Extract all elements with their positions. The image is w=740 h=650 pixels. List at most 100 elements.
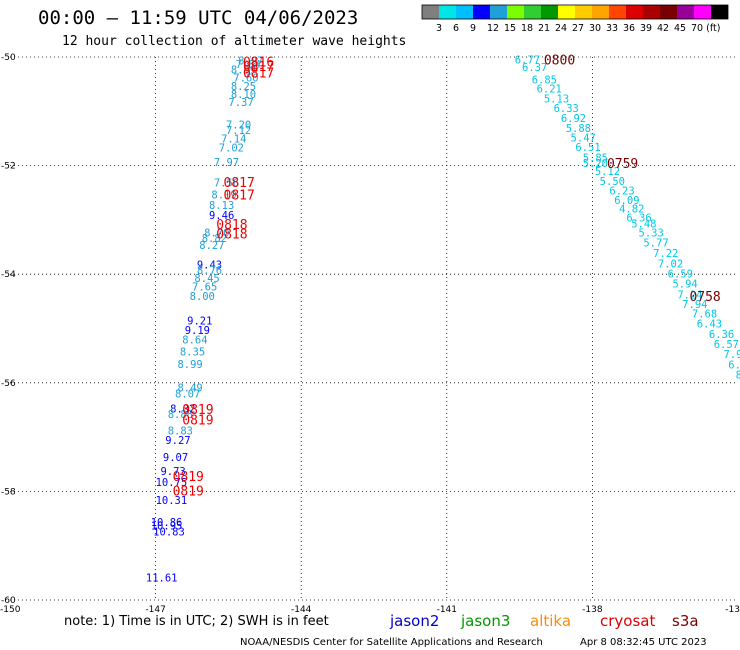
- swh-values: 8.977.848.397.608.258.107.37 7.207.127.14…: [146, 55, 740, 585]
- colorbar-swatch: [558, 5, 575, 19]
- colorbar-label: 12: [487, 23, 499, 34]
- y-tick-label: -52: [1, 162, 16, 172]
- swh-value: 8.76: [197, 265, 222, 277]
- time-label: 0759: [607, 157, 638, 172]
- swh-value: 10.83: [153, 527, 185, 539]
- swh-value: 6.92: [561, 113, 586, 125]
- swh-value: 10.31: [156, 495, 188, 507]
- x-tick-label: -141: [437, 605, 457, 615]
- colorbar-swatch: [626, 5, 643, 19]
- swh-value: 5.77: [643, 238, 668, 250]
- swh-value: 9.19: [185, 325, 210, 337]
- x-tick-label: -138: [582, 605, 603, 615]
- swh-value: 6.36: [626, 213, 651, 225]
- swh-value: 5.48: [631, 219, 656, 231]
- x-tick-label: -150: [0, 605, 21, 615]
- colorbar-swatch: [677, 5, 694, 19]
- plot-area: -50 -52 -54 -56 -58 -60-150 -147 -144 -141 -138 -1…: [0, 53, 740, 615]
- x-tick-label: -147: [145, 605, 165, 615]
- time-label: 0816: [243, 55, 274, 70]
- swh-value: 10.86: [151, 517, 183, 529]
- swh-value: 6.59: [668, 269, 693, 281]
- colorbar-swatch: [473, 5, 490, 19]
- swh-value: 7.97: [214, 157, 239, 169]
- swh-value: 6.51: [575, 142, 600, 154]
- swh-value: 8.19: [211, 189, 236, 201]
- swh-value: 7.68: [692, 308, 717, 320]
- colorbar-swatch: [439, 5, 456, 19]
- colorbar-label: 27: [572, 23, 584, 34]
- colorbar-swatch: [592, 5, 609, 19]
- colorbar-swatch: [422, 5, 439, 19]
- y-tick-label: -50: [1, 53, 16, 63]
- colorbar-label: 9: [470, 23, 476, 34]
- swh-value: 5.20: [583, 158, 608, 170]
- swh-value: 9.73: [160, 466, 185, 478]
- swh-value: 9.43: [197, 259, 222, 271]
- plot-frame: [10, 57, 738, 600]
- swh-value: 6.57: [714, 339, 739, 351]
- swh-value: 7.60: [233, 73, 258, 85]
- swh-value: 8.40: [736, 370, 740, 382]
- map-subtitle: 12 hour collection of altimeter wave hei…: [62, 34, 406, 49]
- swh-value: 8.32: [170, 403, 195, 415]
- colorbar-swatch: [507, 5, 524, 19]
- swh-value: 8.88: [168, 409, 193, 421]
- legend-cryosat: cryosat: [600, 612, 655, 630]
- map-title: 00:00 – 11:59 UTC 04/06/2023: [38, 7, 358, 29]
- grid-lines: [10, 56, 738, 601]
- swh-value: 10.75: [156, 477, 188, 489]
- swh-value: 7.94: [682, 299, 707, 311]
- satellite-legend: jason2 jason3 altika cryosat s3a: [389, 612, 699, 630]
- swh-value: 8.49: [177, 383, 202, 395]
- swh-value: 5.12: [595, 166, 620, 178]
- time-label: 0819: [173, 470, 204, 485]
- swh-value: 8.10: [231, 89, 256, 101]
- swh-value: 9.07: [163, 452, 188, 464]
- swh-value: 5.88: [566, 123, 591, 135]
- swh-value: 7.24: [677, 289, 702, 301]
- x-tick-label: -144: [291, 605, 312, 615]
- time-label: 0800: [544, 54, 575, 69]
- colorbar-swatch: [643, 5, 660, 19]
- swh-value: 7.02: [219, 143, 244, 155]
- swh-value: 8.27: [199, 240, 224, 252]
- time-label: 0819: [182, 403, 213, 418]
- colorbar-label: 36: [623, 23, 635, 34]
- time-label: 0758: [689, 290, 720, 305]
- time-label: 0817: [224, 188, 255, 203]
- swh-value: 7.14: [221, 133, 246, 145]
- time-label: 0817: [243, 60, 274, 75]
- colorbar-border: [421, 4, 729, 20]
- colorbar-label: 21: [538, 23, 550, 34]
- colorbar-swatch: [575, 5, 592, 19]
- swh-value: 6.36: [709, 329, 734, 341]
- axis-tick-labels: -50 -52 -54 -56 -58 -60-150 -147 -144 -141 -138 -1…: [0, 53, 740, 615]
- x-tick-label: -13: [725, 605, 740, 615]
- colorbar-label: 33: [606, 23, 618, 34]
- swh-value: 6.43: [697, 319, 722, 331]
- y-tick-label: -60: [1, 596, 16, 606]
- colorbar-label: 18: [521, 23, 533, 34]
- swh-value: 6.21: [537, 83, 562, 95]
- swh-value: 7.22: [653, 248, 678, 260]
- swh-value: 9.21: [187, 315, 212, 327]
- colorbar-swatch: [609, 5, 626, 19]
- colorbar-swatch: [660, 5, 677, 19]
- swh-value: 7.56: [214, 177, 239, 189]
- legend-altika: altika: [530, 612, 571, 630]
- swh-value: 8.07: [175, 389, 200, 401]
- colorbar-label: 24: [555, 23, 567, 34]
- swh-value: 7.37: [228, 97, 253, 109]
- colorbar-swatch: [456, 5, 473, 19]
- swh-value: 5.94: [672, 278, 697, 290]
- swh-value: 6.90: [728, 359, 740, 371]
- y-tick-label: -54: [1, 270, 16, 280]
- swh-value: 6.85: [532, 74, 557, 86]
- legend-s3a: s3a: [672, 612, 699, 630]
- swh-value: 8.83: [168, 426, 193, 438]
- swh-value: 7.84: [236, 59, 261, 71]
- swh-value: 9.46: [209, 210, 234, 222]
- swh-value: 8.64: [182, 334, 207, 346]
